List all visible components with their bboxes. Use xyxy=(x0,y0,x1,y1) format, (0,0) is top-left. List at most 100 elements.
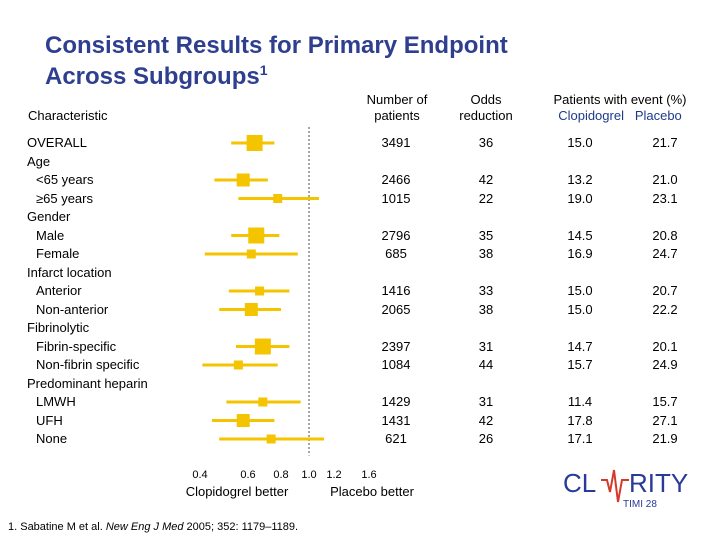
event-rate-clopidogrel: 11.4 xyxy=(567,394,593,409)
x-tick-label: 0.4 xyxy=(192,469,207,481)
event-rate-clopidogrel: 15.0 xyxy=(567,283,593,298)
x-tick-label: 1.0 xyxy=(301,469,316,481)
patients-count: 1084 xyxy=(381,357,411,372)
odds-reduction: 38 xyxy=(478,301,494,317)
header-or-line2: reduction xyxy=(459,108,513,123)
odds-ratio-marker xyxy=(273,194,283,203)
odds-ratio-marker xyxy=(248,227,265,244)
patients-count: 1429 xyxy=(381,394,411,409)
odds-ratio-marker xyxy=(244,303,258,316)
event-rate-placebo: 21.9 xyxy=(652,431,678,446)
event-rate-placebo: 21.7 xyxy=(652,135,678,150)
title-line-2: Across Subgroups1 xyxy=(45,61,508,92)
logo-text-left: CL xyxy=(563,468,596,498)
x-tick-label: 0.8 xyxy=(273,469,288,481)
event-rate-clopidogrel: 17.1 xyxy=(567,431,593,446)
event-rate-clopidogrel: 15.7 xyxy=(567,357,593,372)
odds-reduction: 42 xyxy=(478,172,494,187)
event-rate-placebo: 20.1 xyxy=(652,338,678,354)
header-ev-clopidogrel: Clopidogrel xyxy=(558,108,624,123)
patients-count: 2466 xyxy=(381,172,411,187)
event-rate-placebo: 15.7 xyxy=(652,394,678,409)
subgroup-label: Anterior xyxy=(36,283,82,298)
subgroup-label: Female xyxy=(36,246,80,261)
event-rate-placebo: 20.8 xyxy=(652,227,678,243)
patients-count: 1416 xyxy=(381,283,411,298)
event-rate-clopidogrel: 16.9 xyxy=(567,246,593,261)
event-rate-placebo: 24.7 xyxy=(652,246,678,261)
subgroup-header: Age xyxy=(27,153,51,169)
patients-count: 2397 xyxy=(381,338,411,354)
footnote-suffix: 2005; 352: 1179–1189. xyxy=(183,521,299,533)
header-ev-placebo: Placebo xyxy=(634,108,682,123)
odds-ratio-marker xyxy=(236,414,250,427)
event-rate-clopidogrel: 19.0 xyxy=(567,190,593,206)
subgroup-label: OVERALL xyxy=(27,135,87,150)
logo-ecg-line xyxy=(601,469,629,503)
event-rate-placebo: 23.1 xyxy=(652,190,678,206)
odds-ratio-marker xyxy=(236,173,250,187)
clarity-logo: CL RITY TIMI 28 xyxy=(563,468,688,510)
patients-count: 1015 xyxy=(381,190,411,206)
subgroup-label: Male xyxy=(36,227,65,243)
logo-sub: TIMI 28 xyxy=(623,499,657,510)
event-rate-clopidogrel: 15.0 xyxy=(567,135,593,150)
x-label-left: Clopidogrel better xyxy=(186,484,289,499)
odds-reduction: 22 xyxy=(478,190,494,206)
subgroup-label: Non-anterior xyxy=(36,301,109,317)
odds-ratio-marker xyxy=(258,397,268,407)
event-rate-placebo: 21.0 xyxy=(652,172,678,187)
header-number-of-patients: Number of patients xyxy=(352,92,442,124)
x-tick-label: 1.6 xyxy=(361,469,376,481)
event-rate-placebo: 20.7 xyxy=(652,283,678,298)
subgroup-label: None xyxy=(36,431,68,446)
odds-ratio-marker xyxy=(233,360,243,370)
subgroup-header: Fibrinolytic xyxy=(27,320,90,335)
x-tick-label: 1.2 xyxy=(326,469,341,481)
title-line-2-text: Across Subgroups xyxy=(45,63,260,90)
patients-count: 3491 xyxy=(381,135,411,150)
odds-ratio-marker xyxy=(255,286,265,296)
subgroup-label: ≥65 years xyxy=(36,190,93,206)
odds-reduction: 44 xyxy=(478,357,494,372)
odds-reduction: 31 xyxy=(478,338,494,354)
event-rate-clopidogrel: 17.8 xyxy=(567,412,593,428)
odds-ratio-marker xyxy=(246,135,263,151)
subgroup-header: Gender xyxy=(27,209,71,224)
title-line-1: Consistent Results for Primary Endpoint xyxy=(45,32,508,59)
odds-reduction: 26 xyxy=(478,431,494,446)
odds-ratio-marker xyxy=(246,249,256,259)
odds-reduction: 31 xyxy=(478,394,494,409)
event-rate-placebo: 27.1 xyxy=(652,412,678,428)
x-label-right: Placebo better xyxy=(330,484,415,499)
subgroup-label: UFH xyxy=(36,412,63,428)
odds-ratio-marker xyxy=(254,338,271,355)
event-rate-clopidogrel: 15.0 xyxy=(567,301,593,317)
subgroup-header: Infarct location xyxy=(27,264,112,280)
header-ev-groups: Clopidogrel Placebo xyxy=(530,108,710,124)
patients-count: 621 xyxy=(385,431,407,446)
logo-text-right: RITY xyxy=(629,468,688,498)
odds-reduction: 35 xyxy=(478,227,494,243)
header-characteristic: Characteristic xyxy=(28,108,108,123)
header-n-line1: Number of xyxy=(366,92,428,107)
page-title: Consistent Results for Primary Endpoint … xyxy=(45,30,508,92)
header-ev-line1: Patients with event (%) xyxy=(553,92,687,107)
subgroup-label: LMWH xyxy=(36,394,76,409)
event-rate-clopidogrel: 14.5 xyxy=(567,227,593,243)
subgroup-label: Fibrin-specific xyxy=(36,338,117,354)
odds-reduction: 38 xyxy=(478,246,494,261)
subgroup-label: <65 years xyxy=(36,172,94,187)
subgroup-header: Predominant heparin xyxy=(27,375,148,391)
title-footnote-ref: 1 xyxy=(259,62,268,78)
subgroup-label: Non-fibrin specific xyxy=(36,357,140,372)
odds-reduction: 42 xyxy=(478,412,494,428)
header-n-line2: patients xyxy=(374,108,420,123)
event-rate-placebo: 22.2 xyxy=(652,301,678,317)
odds-ratio-marker xyxy=(266,434,276,444)
event-rate-clopidogrel: 14.7 xyxy=(567,338,593,354)
footnote-journal: New Eng J Med xyxy=(105,521,184,533)
header-patients-with-event: Patients with event (%) Clopidogrel Plac… xyxy=(530,92,710,124)
odds-reduction: 36 xyxy=(478,135,494,150)
